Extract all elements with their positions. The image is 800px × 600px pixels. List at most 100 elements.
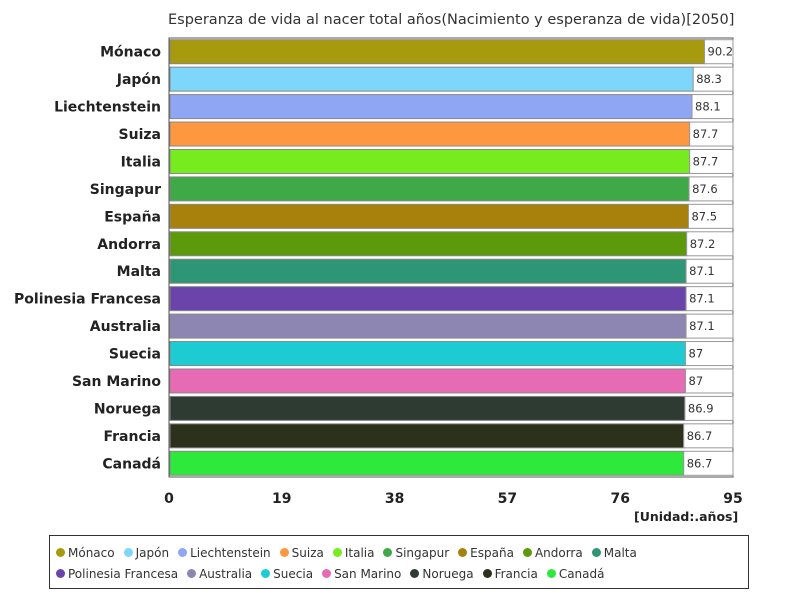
- value-label: 86.7: [687, 456, 713, 470]
- value-label: 87.1: [689, 264, 715, 278]
- legend: Mónaco Japón Liechtenstein Suiza Italia Singa…: [49, 535, 749, 589]
- value-label-box: [688, 176, 734, 202]
- legend-swatch: [522, 548, 532, 557]
- legend-label: Suiza: [291, 545, 324, 560]
- value-label: 88.3: [696, 72, 722, 86]
- value-label-box: [691, 94, 734, 120]
- value-label-box: [685, 286, 734, 312]
- legend-item: Canadá: [546, 563, 604, 584]
- unit-label: [Unidad:.años]: [634, 509, 739, 524]
- value-label: 87.7: [693, 127, 719, 141]
- legend-swatch: [546, 569, 556, 578]
- value-label: 87.6: [692, 182, 718, 196]
- value-label-box: [704, 39, 734, 65]
- bar-13: [169, 395, 686, 421]
- legend-item: Noruega: [410, 563, 474, 584]
- value-label-box: [685, 368, 734, 394]
- legend-swatch: [332, 548, 342, 557]
- value-label: 86.7: [687, 429, 713, 443]
- legend-swatch: [322, 569, 332, 578]
- category-label: Malta: [117, 264, 161, 280]
- legend-item: Suecia: [261, 563, 313, 584]
- value-label: 87.1: [689, 292, 715, 306]
- x-tick-label: 38: [385, 491, 404, 507]
- bar-11: [169, 341, 687, 367]
- x-tick-label: 95: [723, 491, 742, 507]
- legend-label: Suecia: [273, 566, 314, 581]
- category-label: Australia: [90, 319, 161, 335]
- category-label: Singapur: [90, 182, 161, 198]
- value-label-box: [686, 231, 734, 257]
- legend-label: Japón: [135, 545, 170, 560]
- legend-label: Italia: [344, 545, 375, 560]
- category-label: Suiza: [119, 127, 161, 143]
- value-label-box: [685, 258, 734, 284]
- value-label-box: [684, 395, 734, 421]
- bar-12: [169, 368, 687, 394]
- category-label: Italia: [121, 154, 161, 170]
- value-label-box: [685, 313, 734, 339]
- value-label: 87.7: [693, 154, 719, 168]
- legend-swatch: [458, 548, 468, 557]
- value-label: 87.2: [690, 237, 716, 251]
- x-tick-label: 76: [610, 491, 629, 507]
- legend-swatch: [410, 569, 420, 578]
- value-label-box: [685, 341, 734, 367]
- legend-label: Noruega: [422, 566, 474, 581]
- bar-8: [169, 258, 687, 284]
- bar-6: [169, 203, 689, 229]
- legend-item: Andorra: [522, 542, 583, 563]
- value-label-box: [689, 121, 734, 147]
- category-label: Francia: [103, 429, 161, 445]
- value-label: 88.1: [695, 100, 721, 114]
- legend-label: España: [470, 545, 514, 560]
- value-label-box: [689, 148, 734, 174]
- value-label: 87: [689, 347, 704, 361]
- legend-swatch: [187, 569, 197, 578]
- legend-swatch: [178, 548, 188, 557]
- category-label: San Marino: [72, 374, 161, 390]
- legend-label: Liechtenstein: [190, 545, 271, 560]
- bar-4: [169, 148, 691, 174]
- value-label: 86.9: [688, 401, 714, 415]
- legend-item: Singapur: [383, 542, 449, 563]
- value-label-box: [683, 450, 734, 476]
- legend-label: Francia: [494, 566, 538, 581]
- category-label: España: [104, 209, 161, 225]
- value-label: 87: [689, 374, 704, 388]
- legend-label: Australia: [199, 566, 253, 581]
- bar-15: [169, 450, 685, 476]
- bar-chart: 90.2 Mónaco 88.3 Japón 88.1 Liechtenstein 87.7…: [14, 37, 743, 507]
- category-label: Liechtenstein: [54, 100, 161, 116]
- legend-item: Italia: [332, 542, 375, 563]
- legend-swatch: [261, 569, 271, 578]
- bar-10: [169, 313, 687, 339]
- legend-label: Malta: [603, 545, 637, 560]
- bar-2: [169, 94, 693, 120]
- legend-item: Australia: [187, 563, 252, 584]
- legend-item: San Marino: [322, 563, 401, 584]
- legend-label: Singapur: [395, 545, 450, 560]
- x-tick-label: 19: [272, 491, 291, 507]
- bar-7: [169, 231, 688, 257]
- bar-9: [169, 286, 687, 312]
- value-label: 87.1: [689, 319, 715, 333]
- bar-0: [169, 39, 706, 65]
- x-tick-label: 0: [164, 491, 174, 507]
- legend-swatch: [279, 548, 289, 557]
- value-label-box: [687, 203, 734, 229]
- value-label: 90.2: [708, 45, 734, 59]
- legend-label: Polinesia Francesa: [68, 566, 179, 581]
- value-label: 87.5: [691, 209, 717, 223]
- legend-label: San Marino: [334, 566, 402, 581]
- legend-swatch: [383, 548, 393, 557]
- category-label: Japón: [116, 72, 161, 88]
- legend-item: Malta: [591, 542, 637, 563]
- category-label: Canadá: [102, 456, 161, 472]
- bar-5: [169, 176, 690, 202]
- category-label: Andorra: [97, 237, 161, 253]
- chart-title: Esperanza de vida al nacer total años(Na…: [168, 12, 735, 28]
- bar-1: [169, 66, 694, 92]
- legend-item: Suiza: [279, 542, 324, 563]
- legend-item: Francia: [482, 563, 538, 584]
